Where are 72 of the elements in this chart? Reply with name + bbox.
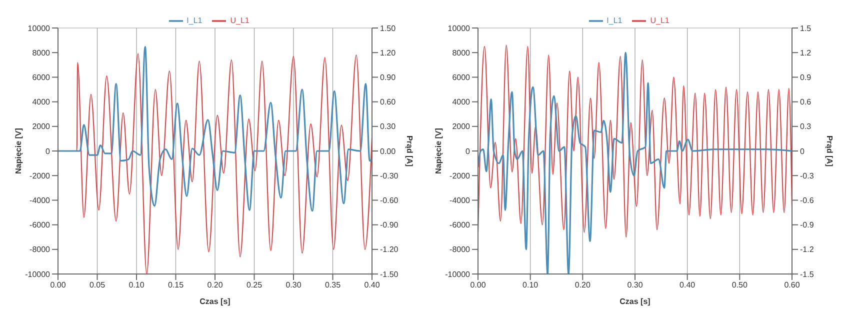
y-tick-label: 6000 [32,73,51,82]
line-series [478,44,792,238]
x-axis-title: Czas [s] [200,297,231,306]
x-tick-label: 0.00 [50,280,66,290]
legend-label: I_L1 [606,16,622,26]
y-tick-label: 4000 [32,98,51,107]
y2-tick-label: 0.6 [800,98,812,107]
y2-tick-label: -0.30 [380,171,399,180]
y2-tick-label: 1.5 [800,24,812,33]
y-tick-label: 8000 [32,48,51,58]
x-tick-label: 0.25 [246,280,263,290]
y2-tick-label: 1.20 [380,48,396,58]
y-tick-label: -4000 [450,196,471,206]
x-tick-label: 0.40 [364,280,380,290]
y2-tick-label: -0.90 [380,220,399,230]
y-tick-label: -2000 [450,171,471,180]
line-series [58,46,372,212]
y2-tick-label: -1.20 [380,245,399,254]
y-tick-label: -4000 [30,196,51,206]
y2-tick-label: 0.9 [800,73,812,82]
y2-tick-label: 0 [800,146,805,156]
y2-tick-label: 1.50 [380,24,396,33]
y-tick-label: -8000 [30,245,51,254]
y-tick-label: 6000 [452,73,471,82]
y-axis-title: Napięcie [V] [14,128,23,174]
y2-tick-label: -0.60 [380,196,399,206]
y2-tick-label: 1.2 [800,48,812,58]
y2-tick-label: -1.2 [800,245,814,254]
y-tick-label: 8000 [452,48,471,58]
y-tick-label: -6000 [30,220,51,230]
y-tick-label: 10000 [448,24,471,33]
x-tick-label: 0.10 [128,280,145,290]
y-tick-label: -10000 [25,270,51,279]
y2-tick-label: -0.9 [800,220,814,230]
x-tick-label: 0.60 [784,280,800,290]
x-axis-title: Czas [s] [620,297,651,306]
y-axis-title: Napięcie [V] [434,128,443,174]
y-tick-label: -2000 [30,171,51,180]
y-tick-label: 10000 [28,24,51,33]
y2-tick-label: 0.00 [380,146,396,156]
y2-tick-label: 0.30 [380,122,396,132]
y2-tick-label: -0.6 [800,196,814,206]
x-tick-label: 0.30 [627,280,644,290]
y-tick-label: 0 [466,146,471,156]
y2-tick-label: 0.3 [800,122,812,132]
y-tick-label: 0 [46,146,51,156]
y2-axis-title: Prąd [A] [405,135,414,167]
legend-label: I_L1 [186,16,202,26]
x-tick-label: 0.20 [574,280,591,290]
y-tick-label: 2000 [32,122,51,132]
x-tick-label: 0.15 [168,280,184,290]
legend-label: U_L1 [230,16,250,26]
y-tick-label: -6000 [450,220,471,230]
y-tick-label: 2000 [452,122,471,132]
legend-label: U_L1 [650,16,670,26]
x-tick-label: 0.40 [680,280,696,290]
x-tick-label: 0.00 [470,280,486,290]
y2-tick-label: 0.90 [380,73,396,82]
y2-tick-label: 0.60 [380,98,396,107]
x-tick-label: 0.10 [522,280,539,290]
y2-tick-label: -1.5 [800,270,814,279]
x-tick-label: 0.20 [207,280,224,290]
x-tick-label: 0.50 [732,280,748,290]
x-tick-label: 0.30 [286,280,302,290]
y-tick-label: -8000 [450,245,471,254]
y-tick-label: -10000 [445,270,471,279]
x-tick-label: 0.05 [89,280,106,290]
y2-tick-label: -1.50 [380,270,399,279]
y-tick-label: 4000 [452,98,471,107]
y2-tick-label: -0.3 [800,171,814,180]
y2-axis-title: Prąd [A] [825,135,834,167]
x-tick-label: 0.35 [324,280,342,290]
